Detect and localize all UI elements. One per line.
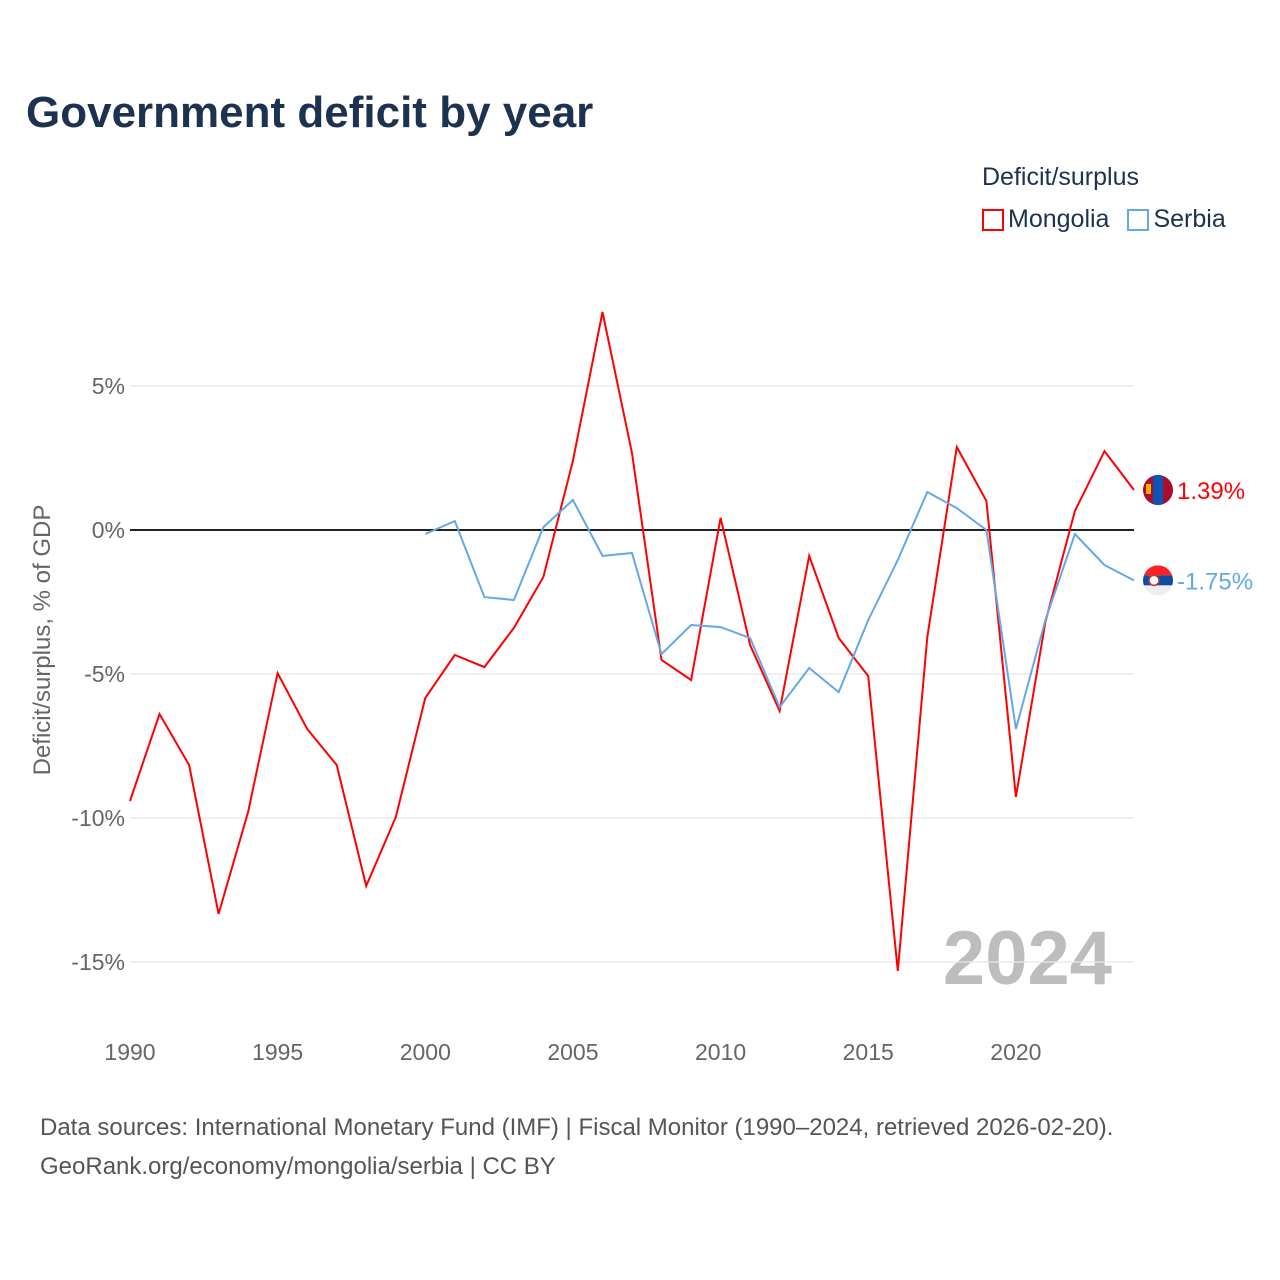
data-point[interactable]: [954, 444, 960, 450]
data-point[interactable]: [186, 762, 192, 768]
y-axis-label: Deficit/surplus, % of GDP: [29, 505, 56, 776]
data-point[interactable]: [718, 624, 724, 630]
data-point[interactable]: [452, 518, 458, 524]
y-tick-label: 0%: [92, 517, 125, 543]
x-tick-label: 2015: [843, 1039, 894, 1065]
data-point[interactable]: [540, 524, 546, 530]
data-point[interactable]: [629, 550, 635, 556]
data-point[interactable]: [422, 695, 428, 701]
legend: Mongolia Serbia: [982, 205, 1226, 234]
end-value-label: 1.39%: [1177, 478, 1245, 505]
y-tick-label: -5%: [84, 661, 125, 687]
data-point[interactable]: [629, 450, 635, 456]
data-point[interactable]: [688, 677, 694, 683]
x-tick-label: 2005: [547, 1039, 598, 1065]
year-watermark: 2024: [943, 916, 1112, 1001]
data-point[interactable]: [481, 594, 487, 600]
data-point[interactable]: [1042, 617, 1048, 623]
data-point[interactable]: [865, 617, 871, 623]
legend-swatch-mongolia: [982, 208, 1004, 231]
data-point[interactable]: [363, 883, 369, 889]
data-point[interactable]: [777, 704, 783, 710]
data-point[interactable]: [304, 726, 310, 732]
data-point[interactable]: [1131, 577, 1137, 583]
data-point[interactable]: [1072, 508, 1078, 514]
x-tick-label: 1995: [252, 1039, 303, 1065]
source-link[interactable]: GeoRank.org/economy/mongolia/serbia | CC…: [40, 1153, 556, 1180]
end-value-label: -1.75%: [1177, 568, 1253, 595]
data-point[interactable]: [570, 497, 576, 503]
data-point[interactable]: [157, 711, 163, 717]
data-point[interactable]: [216, 911, 222, 917]
data-point[interactable]: [747, 635, 753, 641]
data-point[interactable]: [275, 670, 281, 676]
data-point[interactable]: [1101, 448, 1107, 454]
data-point[interactable]: [983, 527, 989, 533]
data-point[interactable]: [570, 458, 576, 464]
data-point[interactable]: [924, 489, 930, 495]
mongolia-flag-icon: [1143, 474, 1173, 505]
data-point[interactable]: [511, 597, 517, 603]
data-point[interactable]: [481, 664, 487, 670]
legend-label: Mongolia: [1008, 205, 1110, 233]
serbia-flag-icon: [1143, 565, 1173, 596]
data-point[interactable]: [334, 762, 340, 768]
data-point[interactable]: [836, 635, 842, 641]
legend-item-serbia[interactable]: Serbia: [1127, 205, 1226, 234]
data-point[interactable]: [393, 814, 399, 820]
x-tick-label: 2010: [695, 1039, 746, 1065]
data-point[interactable]: [688, 622, 694, 628]
footer: Data sources: International Monetary Fun…: [40, 1108, 1113, 1186]
legend-label: Serbia: [1153, 205, 1226, 233]
data-point[interactable]: [1131, 487, 1137, 493]
legend-swatch-serbia: [1127, 208, 1150, 231]
data-point[interactable]: [895, 557, 901, 563]
series-line-serbia: [424, 490, 1135, 730]
data-point[interactable]: [511, 625, 517, 631]
data-point[interactable]: [245, 809, 251, 815]
y-tick-label: -15%: [71, 949, 125, 975]
data-point[interactable]: [1013, 726, 1019, 732]
data-point[interactable]: [806, 553, 812, 559]
data-sources: Data sources: International Monetary Fun…: [40, 1114, 1114, 1141]
data-point[interactable]: [127, 798, 133, 804]
data-point[interactable]: [924, 634, 930, 640]
data-point[interactable]: [659, 651, 665, 657]
x-tick-label: 2020: [990, 1039, 1041, 1065]
data-point[interactable]: [983, 498, 989, 504]
data-point[interactable]: [1101, 562, 1107, 568]
data-point[interactable]: [452, 652, 458, 658]
data-point[interactable]: [718, 515, 724, 521]
data-point[interactable]: [836, 689, 842, 695]
y-tick-label: 5%: [92, 373, 125, 399]
data-point[interactable]: [865, 673, 871, 679]
data-point[interactable]: [599, 309, 605, 315]
data-point[interactable]: [540, 574, 546, 580]
x-tick-label: 1990: [104, 1039, 155, 1065]
data-point[interactable]: [599, 553, 605, 559]
legend-title: Deficit/surplus: [982, 163, 1139, 191]
data-point[interactable]: [806, 665, 812, 671]
data-point[interactable]: [1072, 531, 1078, 537]
data-point[interactable]: [659, 657, 665, 663]
page-title: Government deficit by year: [26, 88, 594, 137]
data-point[interactable]: [895, 968, 901, 974]
data-point[interactable]: [954, 505, 960, 511]
y-tick-label: -10%: [71, 805, 125, 831]
x-tick-label: 2000: [400, 1039, 451, 1065]
series-line-mongolia: [129, 311, 1135, 971]
data-point[interactable]: [422, 531, 428, 537]
data-point[interactable]: [1013, 794, 1019, 800]
legend-item-mongolia[interactable]: Mongolia: [982, 205, 1109, 234]
